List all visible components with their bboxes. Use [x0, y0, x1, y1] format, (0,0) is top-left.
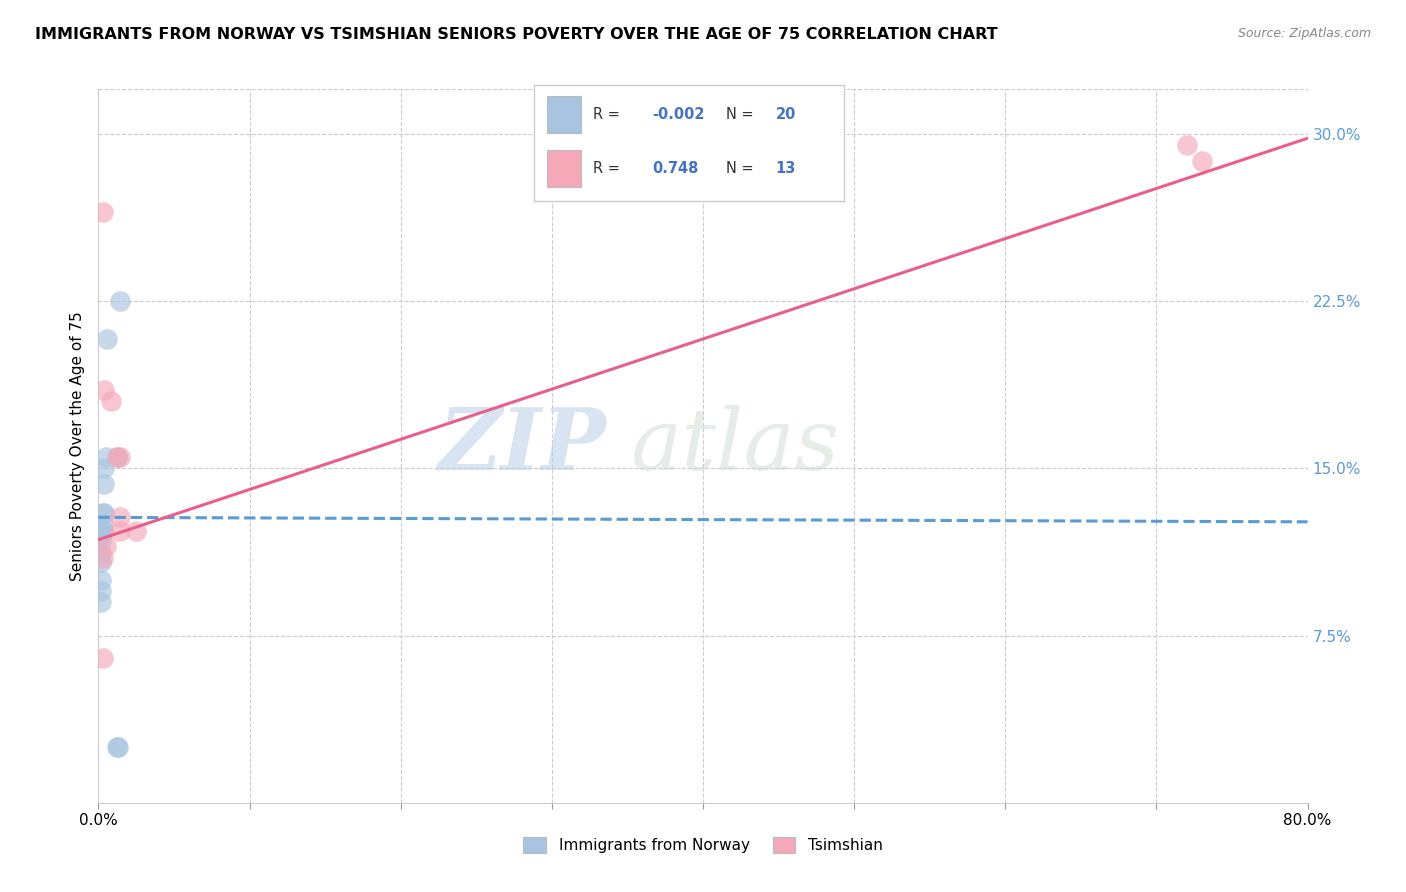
Point	[105, 450, 128, 464]
Text: R =: R =	[593, 161, 620, 176]
Y-axis label: Seniors Poverty Over the Age of 75: Seniors Poverty Over the Age of 75	[69, 311, 84, 581]
Text: -0.002: -0.002	[652, 107, 704, 122]
FancyBboxPatch shape	[547, 150, 581, 186]
Text: IMMIGRANTS FROM NORWAY VS TSIMSHIAN SENIORS POVERTY OVER THE AGE OF 75 CORRELATI: IMMIGRANTS FROM NORWAY VS TSIMSHIAN SENI…	[35, 27, 998, 42]
Point	[94, 450, 117, 464]
Point	[94, 539, 117, 553]
Point	[107, 740, 129, 755]
Text: N =: N =	[725, 161, 754, 176]
Point	[125, 524, 148, 538]
Text: atlas: atlas	[630, 405, 839, 487]
Point	[90, 555, 112, 569]
Point	[93, 384, 115, 398]
Point	[90, 583, 112, 598]
Text: 20: 20	[776, 107, 796, 122]
Point	[90, 546, 112, 560]
Point	[100, 394, 122, 409]
Text: 13: 13	[776, 161, 796, 176]
Point	[93, 476, 115, 491]
Point	[91, 516, 114, 531]
Point	[93, 506, 115, 520]
Text: N =: N =	[725, 107, 754, 122]
Point	[108, 524, 131, 538]
Point	[108, 293, 131, 308]
Point	[96, 332, 118, 346]
Point	[91, 506, 114, 520]
Legend: Immigrants from Norway, Tsimshian: Immigrants from Norway, Tsimshian	[517, 831, 889, 859]
Point	[91, 524, 114, 538]
Point	[91, 524, 114, 538]
Text: R =: R =	[593, 107, 620, 122]
Point	[90, 573, 112, 587]
Point	[90, 595, 112, 609]
Point	[93, 461, 115, 475]
Point	[105, 450, 128, 464]
Text: Source: ZipAtlas.com: Source: ZipAtlas.com	[1237, 27, 1371, 40]
Point	[91, 550, 114, 565]
Point	[1191, 153, 1213, 168]
Point	[91, 651, 114, 665]
Text: ZIP: ZIP	[439, 404, 606, 488]
FancyBboxPatch shape	[547, 96, 581, 134]
Point	[90, 533, 112, 547]
Text: 0.748: 0.748	[652, 161, 699, 176]
Point	[1175, 137, 1198, 152]
Point	[108, 450, 131, 464]
Point	[90, 528, 112, 542]
Point	[91, 204, 114, 219]
Point	[108, 510, 131, 524]
Point	[105, 740, 128, 755]
